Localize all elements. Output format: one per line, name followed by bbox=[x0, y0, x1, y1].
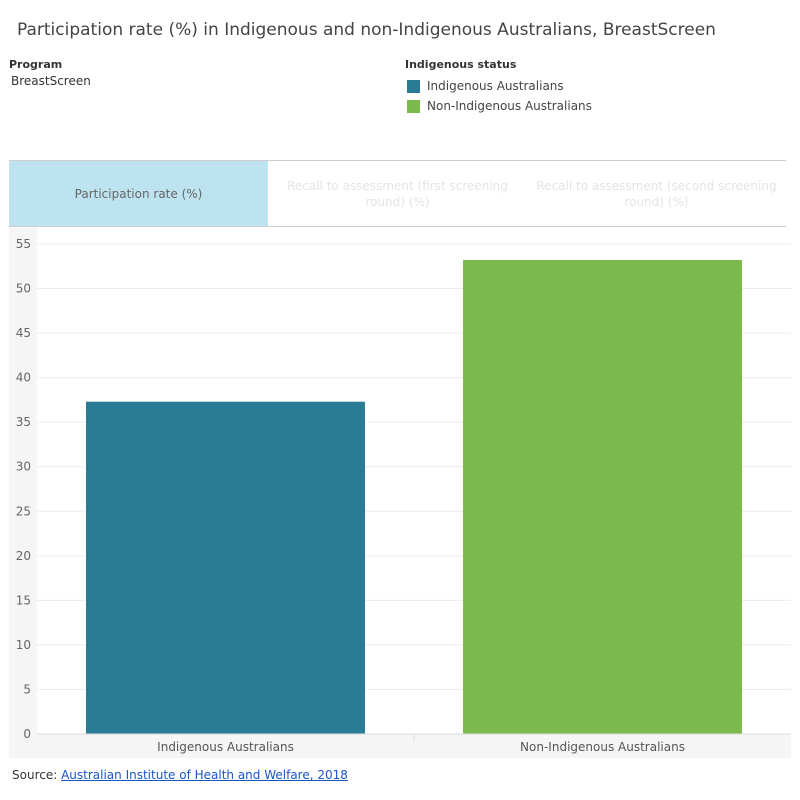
program-filter-value[interactable]: BreastScreen bbox=[11, 74, 91, 88]
y-tick-label: 45 bbox=[16, 326, 31, 340]
tab-participation-rate[interactable]: Participation rate (%) bbox=[9, 161, 268, 226]
tab-recall-first-round-label: Recall to assessment (first screening ro… bbox=[287, 178, 508, 209]
legend-swatch-indigenous bbox=[407, 79, 420, 93]
legend-label-indigenous: Indigenous Australians bbox=[427, 79, 564, 93]
x-tick-label: Indigenous Australians bbox=[157, 740, 294, 754]
y-tick-label: 55 bbox=[16, 237, 31, 251]
bar[interactable] bbox=[463, 260, 742, 734]
y-tick-label: 5 bbox=[23, 682, 31, 696]
legend-item-non-indigenous[interactable]: Non-Indigenous Australians bbox=[405, 96, 592, 116]
source-line: Source: Australian Institute of Health a… bbox=[12, 768, 348, 782]
x-tick-label: Non-Indigenous Australians bbox=[520, 740, 685, 754]
program-filter-label: Program bbox=[9, 58, 63, 71]
tab-recall-second-round[interactable]: Recall to assessment (second screening r… bbox=[527, 161, 786, 226]
source-link[interactable]: Australian Institute of Health and Welfa… bbox=[61, 768, 348, 782]
tab-participation-rate-label: Participation rate (%) bbox=[74, 186, 203, 201]
y-tick-label: 40 bbox=[16, 371, 31, 385]
bar-chart: 0 5 10 15 20 25 30 35 40 45 50 55 Indigenous Austral… bbox=[16, 228, 791, 754]
bar[interactable] bbox=[86, 401, 365, 734]
tab-recall-first-round[interactable]: Recall to assessment (first screening ro… bbox=[268, 161, 527, 226]
y-tick-label: 10 bbox=[16, 638, 31, 652]
chart-panel: 0 5 10 15 20 25 30 35 40 45 50 55 Indigenous Austral… bbox=[9, 228, 791, 758]
y-tick-label: 50 bbox=[16, 282, 31, 296]
legend-item-indigenous[interactable]: Indigenous Australians bbox=[405, 76, 592, 96]
y-tick-label: 25 bbox=[16, 504, 31, 518]
y-tick-label: 30 bbox=[16, 460, 31, 474]
legend-swatch-non-indigenous bbox=[407, 99, 420, 113]
y-tick-label: 0 bbox=[23, 727, 31, 741]
y-tick-label: 15 bbox=[16, 593, 31, 607]
y-tick-label: 20 bbox=[16, 549, 31, 563]
measure-tabs: Participation rate (%) Recall to assessm… bbox=[9, 160, 786, 227]
source-prefix: Source: bbox=[12, 768, 62, 782]
y-tick-label: 35 bbox=[16, 415, 31, 429]
legend: Indigenous status Indigenous Australians… bbox=[405, 58, 592, 116]
program-filter[interactable]: Program BreastScreen bbox=[9, 58, 91, 88]
legend-label-non-indigenous: Non-Indigenous Australians bbox=[427, 99, 592, 113]
tab-recall-second-round-label: Recall to assessment (second screening r… bbox=[536, 178, 777, 209]
page-title: Participation rate (%) in Indigenous and… bbox=[17, 20, 716, 40]
legend-title: Indigenous status bbox=[405, 58, 517, 71]
